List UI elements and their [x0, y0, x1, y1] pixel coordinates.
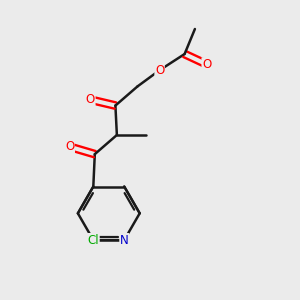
Text: Cl: Cl [88, 234, 99, 247]
Text: O: O [65, 140, 74, 153]
Text: O: O [202, 58, 211, 71]
Text: O: O [155, 64, 164, 77]
Text: O: O [86, 93, 95, 106]
Text: N: N [120, 234, 129, 247]
